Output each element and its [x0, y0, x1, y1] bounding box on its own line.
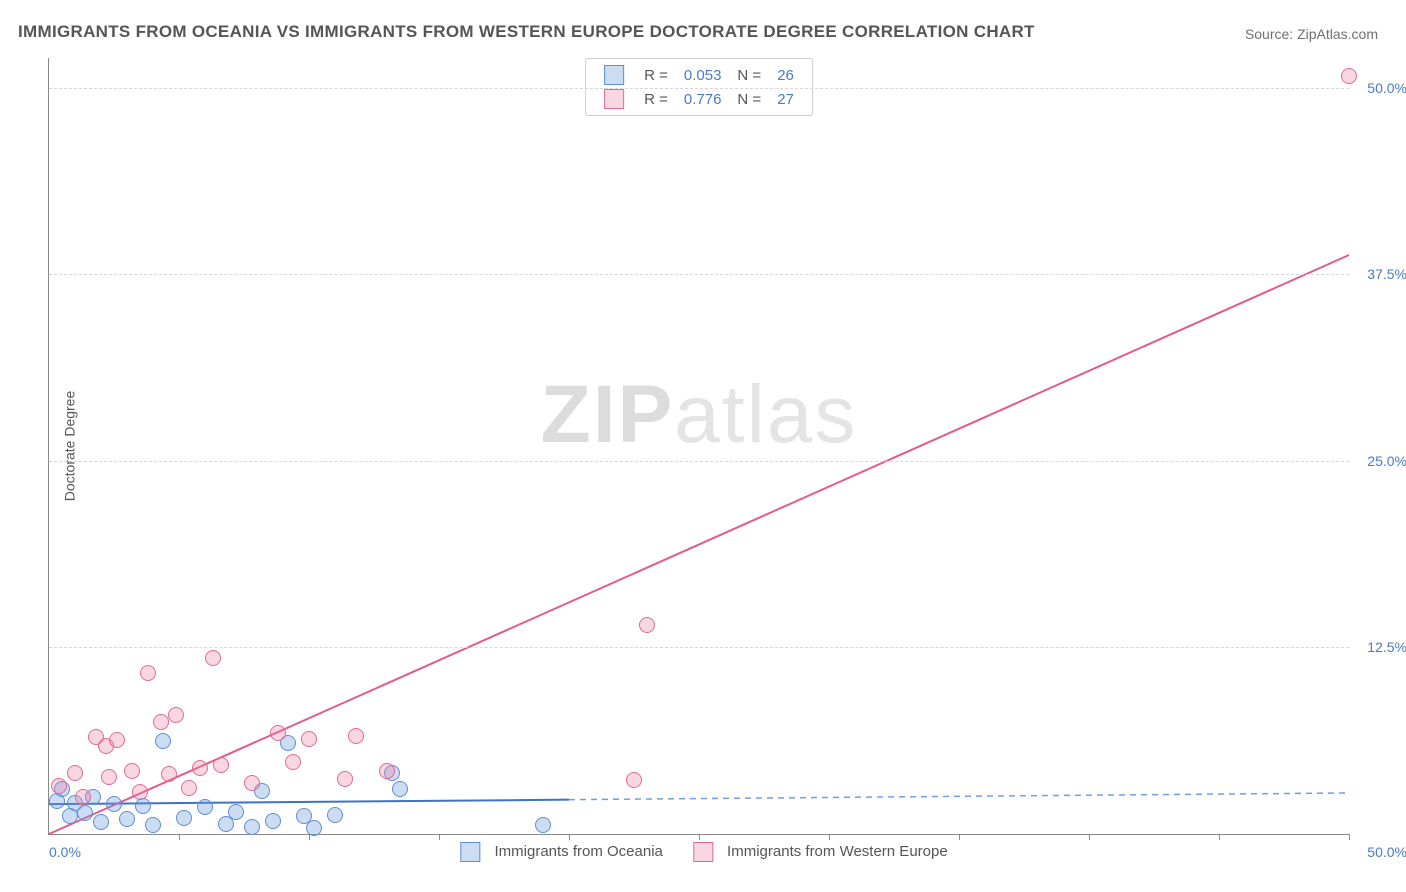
scatter-point	[626, 772, 642, 788]
scatter-point	[51, 778, 67, 794]
x-tick	[699, 834, 700, 840]
scatter-point	[135, 798, 151, 814]
scatter-point	[337, 771, 353, 787]
legend-row: R =0.053N =26	[596, 63, 802, 87]
scatter-point	[77, 805, 93, 821]
regression-lines-layer	[49, 58, 1349, 834]
legend-item: Immigrants from Oceania	[450, 843, 663, 860]
scatter-point	[1341, 68, 1357, 84]
legend-row: R =0.776N =27	[596, 87, 802, 111]
scatter-point	[306, 820, 322, 836]
scatter-point	[348, 728, 364, 744]
scatter-point	[119, 811, 135, 827]
source-attribution: Source: ZipAtlas.com	[1245, 26, 1378, 42]
scatter-point	[124, 763, 140, 779]
scatter-point	[192, 760, 208, 776]
scatter-point	[181, 780, 197, 796]
scatter-point	[265, 813, 281, 829]
scatter-point	[228, 804, 244, 820]
scatter-point	[244, 775, 260, 791]
legend-item: Immigrants from Western Europe	[683, 843, 948, 860]
x-tick	[1349, 834, 1350, 840]
gridline	[49, 647, 1349, 648]
scatter-plot-area: ZIPatlas 0.0% 50.0% R =0.053N =26R =0.77…	[48, 58, 1349, 835]
scatter-point	[213, 757, 229, 773]
series-legend: Immigrants from Oceania Immigrants from …	[440, 842, 957, 862]
scatter-point	[101, 769, 117, 785]
x-axis-max-label: 50.0%	[1367, 844, 1406, 860]
scatter-point	[379, 763, 395, 779]
scatter-point	[197, 799, 213, 815]
scatter-point	[176, 810, 192, 826]
x-tick	[569, 834, 570, 840]
scatter-point	[270, 725, 286, 741]
x-tick	[439, 834, 440, 840]
chart-title: IMMIGRANTS FROM OCEANIA VS IMMIGRANTS FR…	[18, 22, 1035, 42]
scatter-point	[244, 819, 260, 835]
scatter-point	[285, 754, 301, 770]
x-tick	[179, 834, 180, 840]
x-tick	[1089, 834, 1090, 840]
x-tick	[1219, 834, 1220, 840]
scatter-point	[161, 766, 177, 782]
x-tick	[829, 834, 830, 840]
scatter-point	[93, 814, 109, 830]
scatter-point	[301, 731, 317, 747]
scatter-point	[145, 817, 161, 833]
y-tick-label: 12.5%	[1367, 639, 1406, 655]
scatter-point	[140, 665, 156, 681]
gridline	[49, 88, 1349, 89]
gridline	[49, 274, 1349, 275]
x-tick	[959, 834, 960, 840]
y-tick-label: 50.0%	[1367, 80, 1406, 96]
scatter-point	[535, 817, 551, 833]
y-tick-label: 37.5%	[1367, 266, 1406, 282]
scatter-point	[75, 789, 91, 805]
x-axis-origin-label: 0.0%	[49, 844, 81, 860]
scatter-point	[392, 781, 408, 797]
scatter-point	[67, 765, 83, 781]
scatter-point	[168, 707, 184, 723]
scatter-point	[155, 733, 171, 749]
gridline	[49, 461, 1349, 462]
scatter-point	[327, 807, 343, 823]
scatter-point	[132, 784, 148, 800]
scatter-point	[639, 617, 655, 633]
scatter-point	[153, 714, 169, 730]
scatter-point	[106, 796, 122, 812]
y-tick-label: 25.0%	[1367, 453, 1406, 469]
scatter-point	[205, 650, 221, 666]
scatter-point	[109, 732, 125, 748]
